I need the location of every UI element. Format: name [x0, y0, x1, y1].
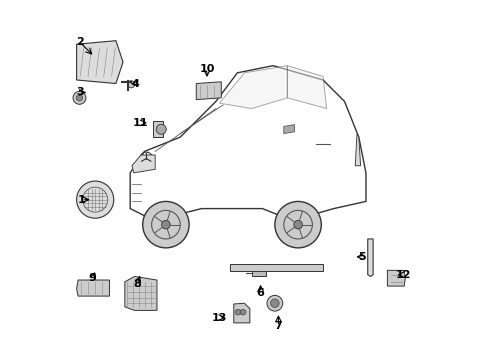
Circle shape — [77, 181, 114, 218]
Circle shape — [162, 220, 170, 229]
Circle shape — [127, 81, 135, 88]
Circle shape — [235, 309, 241, 315]
Text: 8: 8 — [133, 279, 141, 289]
Circle shape — [156, 124, 166, 134]
Polygon shape — [77, 280, 109, 296]
Polygon shape — [287, 66, 326, 109]
Polygon shape — [283, 125, 294, 134]
Text: 4: 4 — [131, 78, 139, 89]
Circle shape — [240, 309, 245, 315]
Polygon shape — [219, 66, 287, 109]
Polygon shape — [124, 276, 157, 310]
Polygon shape — [196, 82, 221, 100]
Polygon shape — [132, 155, 155, 173]
Circle shape — [76, 95, 82, 101]
Polygon shape — [77, 41, 123, 84]
Text: 10: 10 — [199, 64, 214, 74]
Circle shape — [274, 202, 321, 248]
Text: 9: 9 — [88, 273, 97, 283]
Text: 7: 7 — [274, 321, 282, 332]
Polygon shape — [354, 134, 360, 166]
Text: 5: 5 — [358, 252, 366, 262]
Text: 13: 13 — [211, 312, 227, 323]
Text: 11: 11 — [133, 118, 148, 128]
Circle shape — [270, 299, 279, 307]
Text: 1: 1 — [78, 195, 86, 204]
Polygon shape — [153, 121, 163, 137]
Text: 6: 6 — [256, 288, 264, 297]
Text: 2: 2 — [76, 37, 84, 48]
Polygon shape — [386, 270, 405, 286]
Circle shape — [142, 202, 189, 248]
Text: 12: 12 — [395, 270, 410, 280]
Polygon shape — [251, 269, 265, 276]
Polygon shape — [367, 239, 372, 276]
Text: 3: 3 — [76, 87, 84, 98]
Circle shape — [266, 296, 282, 311]
Polygon shape — [233, 303, 249, 323]
Polygon shape — [230, 264, 323, 271]
Circle shape — [293, 220, 302, 229]
Circle shape — [73, 91, 86, 104]
